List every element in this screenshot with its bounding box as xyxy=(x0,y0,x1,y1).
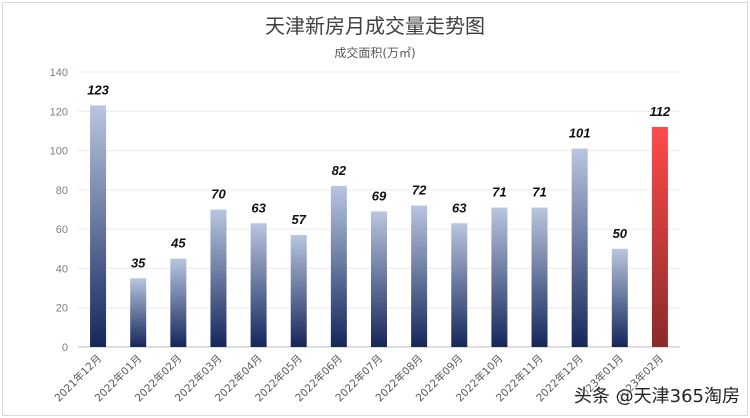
y-tick-label: 0 xyxy=(62,342,68,354)
y-tick-label: 140 xyxy=(50,67,68,79)
bar xyxy=(611,248,628,347)
bar xyxy=(130,278,147,347)
data-label: 69 xyxy=(372,188,387,203)
y-tick-label: 60 xyxy=(56,224,68,236)
bar xyxy=(250,223,267,347)
bar xyxy=(531,207,548,347)
bar xyxy=(90,105,107,348)
bar xyxy=(651,127,668,347)
bar xyxy=(451,223,468,347)
bar xyxy=(290,235,307,347)
data-label: 63 xyxy=(251,200,266,215)
bar xyxy=(411,205,428,347)
bar xyxy=(371,211,387,347)
data-label: 101 xyxy=(569,126,591,141)
bars xyxy=(90,105,668,348)
bar xyxy=(491,207,508,347)
data-label: 57 xyxy=(291,212,306,227)
bar xyxy=(330,185,347,347)
data-label: 50 xyxy=(613,226,628,241)
y-axis: 0 20 40 60 80 100 120 140 xyxy=(50,67,68,354)
data-label: 70 xyxy=(211,187,226,202)
data-label: 82 xyxy=(332,163,347,178)
data-label: 123 xyxy=(87,82,109,97)
data-label: 72 xyxy=(412,183,427,198)
data-label: 71 xyxy=(532,185,546,200)
y-tick-label: 40 xyxy=(56,263,68,275)
y-tick-label: 80 xyxy=(56,185,68,197)
bar xyxy=(210,209,227,347)
data-labels: 123 35 45 70 63 57 82 69 72 63 71 71 101 50 112 xyxy=(87,82,671,270)
chart-title: 天津新房月成交量走势图 xyxy=(265,14,485,38)
data-label: 45 xyxy=(170,236,186,251)
watermark: 头条 @天津365淘房 xyxy=(573,386,740,407)
bar xyxy=(571,148,588,347)
y-tick-label: 120 xyxy=(50,106,68,118)
data-label: 112 xyxy=(650,104,671,119)
data-label: 71 xyxy=(492,185,506,200)
y-tick-label: 20 xyxy=(56,303,68,315)
bar xyxy=(170,258,187,347)
chart-subtitle: 成交面积(万㎡) xyxy=(334,46,416,60)
data-label: 35 xyxy=(131,255,146,270)
data-label: 63 xyxy=(452,200,467,215)
y-tick-label: 100 xyxy=(50,146,68,158)
